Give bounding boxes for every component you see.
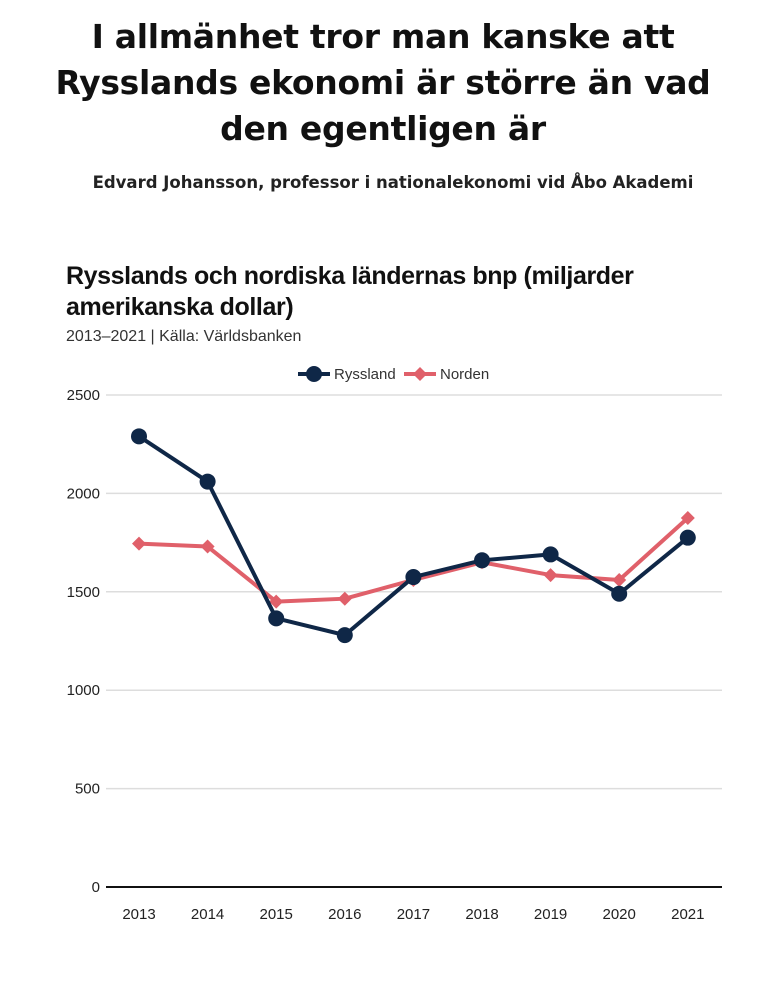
data-point [542,546,559,563]
legend-item-ryssland: Ryssland [298,366,396,383]
data-point [200,539,215,554]
y-tick-label: 1500 [67,584,100,601]
x-tick-label: 2019 [534,906,567,923]
series-ryssland [131,428,696,644]
x-tick-label: 2021 [671,906,704,923]
legend-label: Norden [440,366,489,383]
legend: Ryssland Norden [298,366,489,383]
x-tick-label: 2020 [603,906,636,923]
y-tick-label: 2500 [67,387,100,404]
data-point [680,511,695,525]
data-point [611,585,628,602]
data-point [405,569,422,586]
legend-item-norden: Norden [404,366,489,383]
data-point [269,594,284,609]
y-tick-label: 0 [92,879,100,896]
legend-label: Ryssland [334,366,396,383]
y-tick-label: 500 [75,781,100,798]
legend-marker [413,367,427,381]
series-lines [131,428,696,644]
x-axis-ticks: 2013 2014 2015 2016 2017 2018 2019 2020 2021 [122,906,704,923]
gridlines [106,394,722,888]
y-tick-label: 1000 [67,682,100,699]
y-tick-label: 2000 [67,485,100,502]
data-point [679,529,696,546]
data-point [612,572,627,587]
data-point [268,610,285,627]
x-tick-label: 2016 [328,906,361,923]
x-tick-label: 2014 [191,906,224,923]
series-line [138,516,690,604]
data-point [474,552,490,569]
data-point [131,428,147,445]
data-point [199,473,216,490]
x-tick-label: 2017 [397,906,430,923]
x-tick-label: 2015 [260,906,293,923]
series-norden [132,511,695,609]
chart-subtitle: 2013–2021 | Källa: Världsbanken [66,328,302,345]
data-point [132,536,146,551]
data-point [336,627,353,644]
y-axis-ticks: 0 500 1000 1500 2000 2500 [67,387,100,896]
x-tick-label: 2018 [465,906,498,923]
quote-title: I allmänhet tror man kanske att Ryssland… [55,17,711,148]
quote-author: Edvard Johansson, professor i nationalek… [92,173,694,192]
chart-title: Rysslands och nordiska ländernas bnp (mi… [66,262,634,321]
series-line [137,434,690,638]
data-point [543,568,558,583]
legend-marker [306,366,322,382]
data-point [337,591,352,606]
x-tick-label: 2013 [122,906,155,923]
